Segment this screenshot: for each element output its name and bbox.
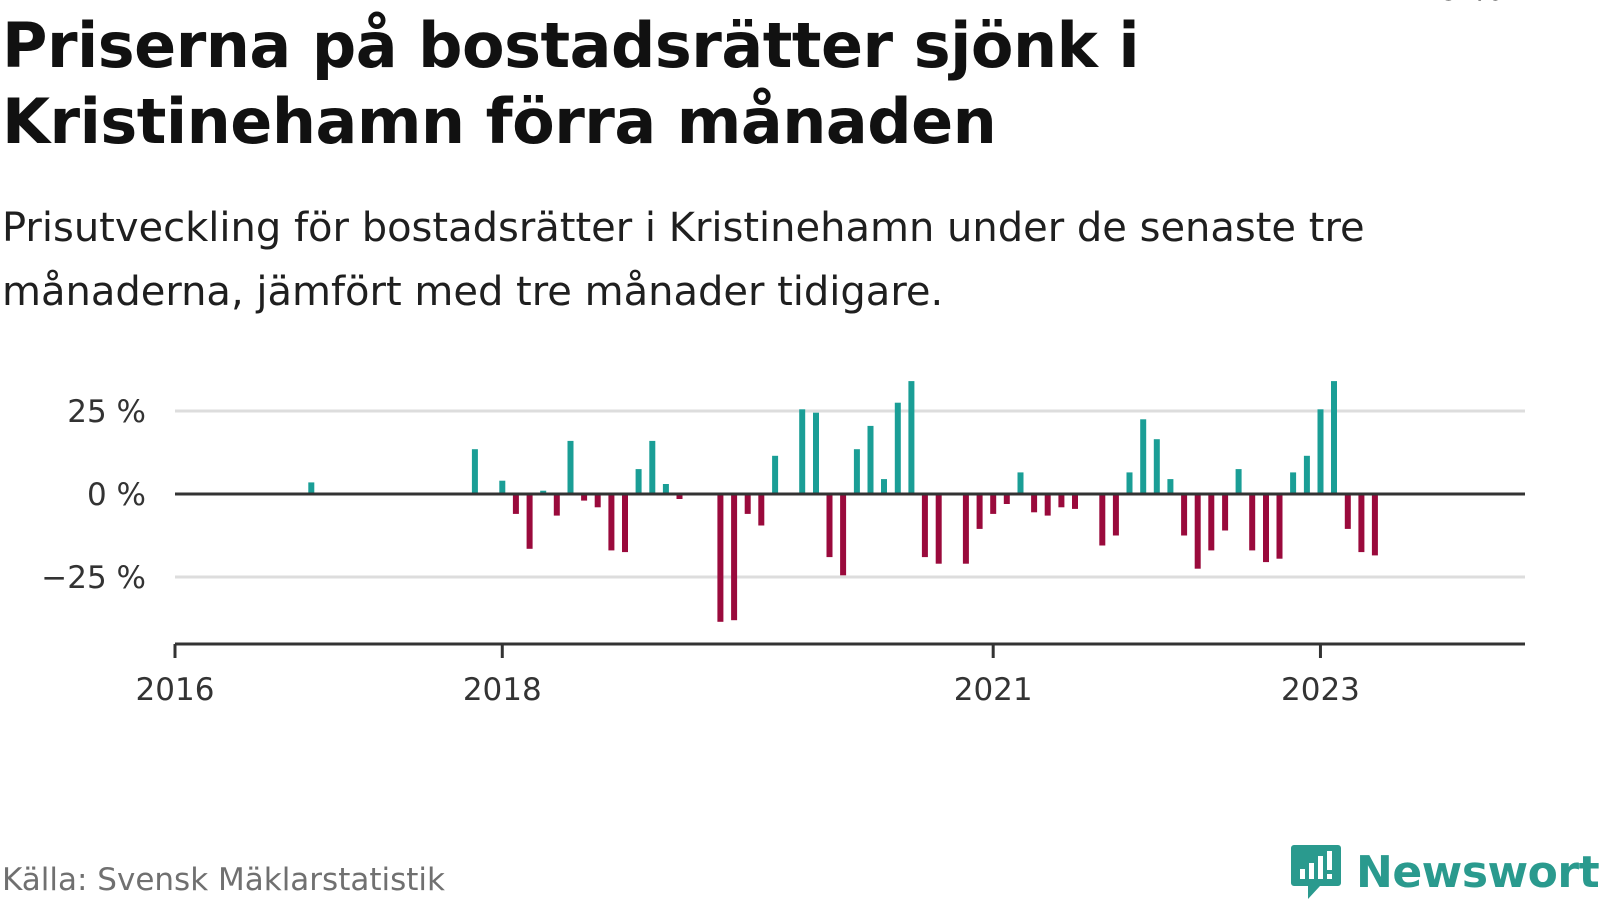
bar <box>935 494 942 564</box>
bar <box>676 494 683 499</box>
bar <box>308 482 315 494</box>
bar <box>1344 494 1351 529</box>
x-tick-label: 2016 <box>136 672 215 708</box>
bar <box>594 494 601 508</box>
x-tick-label: 2023 <box>1281 672 1360 708</box>
bar <box>1112 494 1119 536</box>
bar <box>635 469 642 494</box>
bar <box>499 480 506 494</box>
bar <box>990 494 997 514</box>
bar <box>826 494 833 558</box>
bar <box>649 440 656 494</box>
bar <box>1003 494 1010 504</box>
bar <box>962 494 969 564</box>
newsworthy-logo-icon <box>1291 845 1341 899</box>
brand-logo: Newsworthy <box>1290 842 1600 902</box>
bar <box>813 412 819 494</box>
bar <box>772 455 779 494</box>
bar <box>1044 494 1051 516</box>
bar <box>1099 494 1106 546</box>
bar <box>1031 494 1038 513</box>
x-tick-label: 2018 <box>463 672 542 708</box>
bar <box>1358 494 1365 553</box>
axis-labels: 25 % 0 % −25 % 2016 2018 2021 2023 −19 % <box>41 0 1505 708</box>
bar <box>881 479 887 494</box>
bar <box>1194 494 1201 569</box>
y-tick-label: 0 % <box>87 477 146 513</box>
bar <box>1126 472 1133 494</box>
bar <box>1181 494 1188 536</box>
bar <box>1249 494 1256 551</box>
source-note: Källa: Svensk Mäklarstatistik <box>2 862 445 898</box>
y-tick-label: −25 % <box>41 560 146 596</box>
bar <box>758 494 765 526</box>
bar <box>1072 494 1078 509</box>
bar <box>840 494 847 576</box>
bar <box>867 425 874 494</box>
bar <box>976 494 983 529</box>
bar <box>622 494 628 553</box>
bar <box>662 484 669 494</box>
bar <box>1153 439 1160 494</box>
bar <box>512 494 519 514</box>
bars <box>308 381 1378 622</box>
bar <box>1140 419 1147 494</box>
bar <box>1017 472 1024 494</box>
chart-title: Priserna på bostadsrätter sjönk i Kristi… <box>2 9 1140 158</box>
bar <box>540 490 547 494</box>
y-tick-label: 25 % <box>67 394 146 430</box>
bar <box>921 494 928 558</box>
bar <box>471 449 478 494</box>
bar <box>1263 494 1269 563</box>
bar <box>908 381 915 494</box>
bar <box>744 494 751 514</box>
bar <box>608 494 615 551</box>
bar <box>717 494 724 622</box>
bar <box>1058 494 1065 508</box>
bar <box>1208 494 1215 551</box>
bar <box>526 494 533 549</box>
bar <box>1371 494 1378 556</box>
bar <box>553 494 560 516</box>
bar <box>1317 409 1324 494</box>
x-tick-label: 2021 <box>954 672 1033 708</box>
bar <box>1276 494 1283 559</box>
gridlines <box>175 409 1525 579</box>
bar <box>1290 472 1297 494</box>
bar <box>1167 479 1174 494</box>
bar-chart: 25 % 0 % −25 % 2016 2018 2021 2023 −19 % <box>41 0 1525 708</box>
bar <box>1235 469 1242 494</box>
last-value-label: −19 % <box>1391 0 1503 8</box>
bar <box>894 402 901 494</box>
chart-subtitle: Prisutveckling för bostadsrätter i Krist… <box>2 205 1365 315</box>
bar <box>731 494 738 621</box>
brand-name: Newsworthy <box>1356 846 1600 898</box>
axes <box>173 492 1525 658</box>
bar <box>853 449 860 494</box>
bar <box>567 440 574 494</box>
bar <box>1331 381 1337 494</box>
bar <box>581 494 588 501</box>
bar <box>1222 494 1229 531</box>
bar <box>799 409 806 494</box>
bar <box>1303 455 1310 494</box>
